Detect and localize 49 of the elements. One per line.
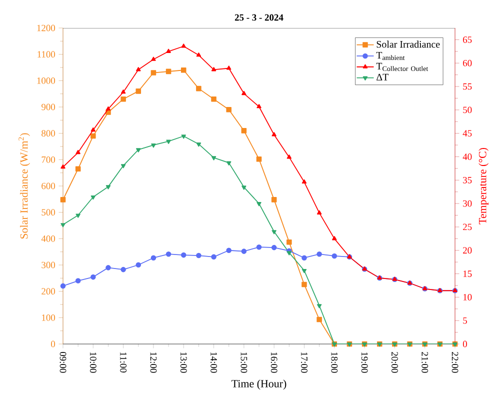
x-tick-label: 13:00 xyxy=(180,352,187,373)
y2-tick-label: 30 xyxy=(463,200,472,207)
x-tick-label: 17:00 xyxy=(301,352,308,373)
y2-tick-label: 10 xyxy=(463,294,472,300)
y2-tick-label: 0 xyxy=(462,340,467,348)
y-axis-title: Solar Irradiance (W/m$^{2}$) xyxy=(18,133,30,239)
x-tick-label: 18:00 xyxy=(331,352,338,373)
y-tick-label: 500 xyxy=(42,209,56,216)
x-tick-label: 16:00 xyxy=(270,352,278,373)
y-tick-label: 200 xyxy=(42,288,56,295)
y-tick-label: 1200 xyxy=(37,24,56,32)
y-tick-label: 1100 xyxy=(38,51,56,58)
y-tick-label: 0 xyxy=(51,340,56,348)
x-tick-label: 09:00 xyxy=(60,352,66,373)
x-tick-label: 22:00 xyxy=(452,352,458,373)
y2-tick-label: 50 xyxy=(463,106,472,114)
y-tick-label: 100 xyxy=(42,314,56,321)
x-tick-label: 15:00 xyxy=(240,352,248,373)
y-tick-label: 300 xyxy=(42,262,56,268)
y2-tick-label: 15 xyxy=(463,270,472,277)
y-tick-label: 800 xyxy=(42,130,56,137)
x-tick-label: 10:00 xyxy=(90,352,96,373)
y2-tick-label: 55 xyxy=(463,83,472,90)
y2-tick-label: 60 xyxy=(463,60,472,66)
y2-tick-label: 20 xyxy=(463,247,472,254)
x-axis-title: Time (Hour) xyxy=(232,380,286,390)
y-tick-label: 400 xyxy=(41,235,56,242)
x-tick-label: 12:00 xyxy=(150,352,157,373)
y-tick-label: 900 xyxy=(42,104,56,110)
y2-tick-label: 25 xyxy=(463,224,472,230)
x-tick-label: 11:00 xyxy=(120,352,127,372)
chart-title: 25 - 3 - 2024 xyxy=(234,14,284,21)
y2-tick-label: 5 xyxy=(463,317,467,324)
y-tick-label: 1000 xyxy=(37,77,56,84)
legend-label: Solar Irradiance xyxy=(376,40,440,48)
y-tick-label: 600 xyxy=(42,182,56,190)
x-tick-label: 20:00 xyxy=(391,352,398,373)
y2-tick-label: 40 xyxy=(462,154,472,160)
x-tick-label: 21:00 xyxy=(422,352,428,373)
y2-tick-label: 65 xyxy=(463,36,472,43)
x-tick-label: 14:00 xyxy=(210,352,217,373)
y2-tick-label: 35 xyxy=(463,176,472,184)
y2-axis-title: Temperature (°C) xyxy=(478,148,489,224)
legend-label: ΔT xyxy=(376,74,388,80)
x-tick-label: 19:00 xyxy=(361,352,368,373)
legend-label: $\mathrm{T}_{\mathrm{Collector\ Outlet}}$ xyxy=(376,62,428,71)
legend-label: $\mathrm{T}_{\mathrm{ambient}}$ xyxy=(376,52,405,60)
y2-tick-label: 45 xyxy=(462,130,472,136)
y-tick-label: 700 xyxy=(42,156,56,163)
